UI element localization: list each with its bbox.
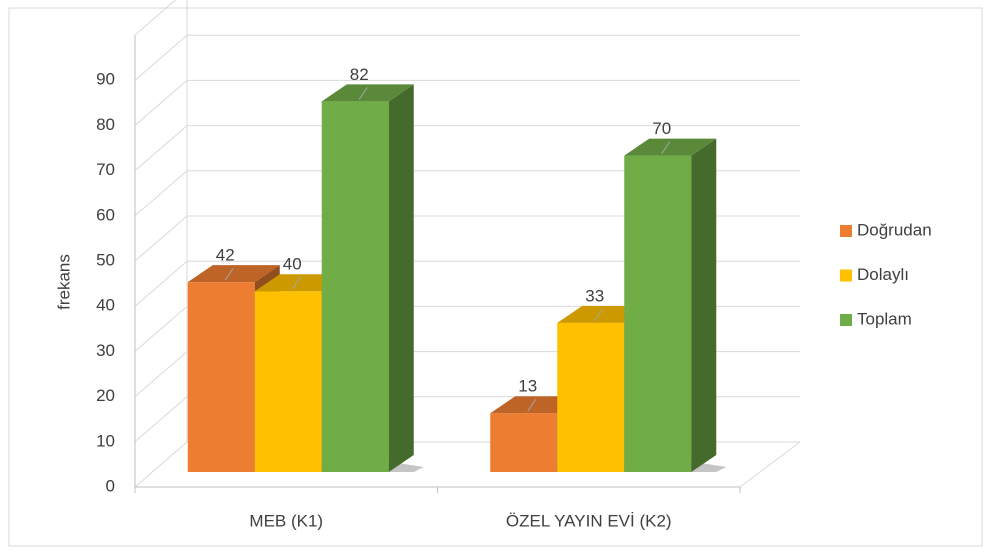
y-tick-label: 90 <box>96 70 115 89</box>
bar <box>321 84 424 473</box>
bar-front <box>321 101 389 473</box>
y-tick-label: 70 <box>96 160 115 179</box>
y-tick-label: 60 <box>96 205 115 224</box>
bar-top <box>187 265 280 283</box>
y-tick-label: 20 <box>96 386 115 405</box>
bar-front <box>187 282 255 472</box>
bar-front <box>557 322 625 472</box>
bar-front <box>490 413 558 472</box>
y-axis-title: frekans <box>54 254 73 310</box>
label-leader <box>661 141 671 154</box>
data-label: 42 <box>216 246 235 265</box>
data-label: 82 <box>350 65 369 84</box>
grid-line <box>134 125 188 171</box>
label-leader <box>291 276 301 290</box>
grid-line <box>134 441 188 488</box>
x-tick-label: MEB (K1) <box>249 511 323 530</box>
grid-line <box>134 34 188 81</box>
data-label: 33 <box>585 286 604 305</box>
bar-front <box>624 155 692 472</box>
y-tick-label: 30 <box>96 341 115 360</box>
legend-swatch <box>840 314 852 326</box>
label-leader <box>224 267 234 281</box>
label-leader <box>594 308 604 322</box>
grid-line <box>134 306 188 352</box>
legend-label: Toplam <box>857 309 912 328</box>
label-leader <box>358 87 368 100</box>
bar-top <box>321 84 414 102</box>
legend-swatch <box>840 225 852 237</box>
bar-front <box>254 291 322 472</box>
y-tick-label: 0 <box>106 476 115 495</box>
grid-line <box>134 260 188 307</box>
data-label: 13 <box>518 377 537 396</box>
grid-line <box>134 170 188 217</box>
floor-edge <box>739 441 801 488</box>
bar-side <box>691 138 717 472</box>
bar-top <box>624 138 717 156</box>
bar <box>624 138 727 472</box>
x-tick-label: ÖZEL YAYIN EVİ (K2) <box>506 511 672 530</box>
y-tick-label: 40 <box>96 296 115 315</box>
bar-side <box>388 84 414 473</box>
y-tick-label: 50 <box>96 250 115 269</box>
y-tick-label: 80 <box>96 115 115 134</box>
grid-line <box>134 396 188 443</box>
legend-label: Dolaylı <box>857 265 909 284</box>
legend-label: Doğrudan <box>857 220 932 239</box>
grid-line <box>134 215 188 262</box>
grid-line <box>134 80 188 126</box>
y-tick-label: 10 <box>96 431 115 450</box>
wall-edge <box>134 0 177 36</box>
label-leader <box>527 398 537 412</box>
grid-line <box>134 351 188 397</box>
legend-swatch <box>840 269 852 282</box>
data-label: 40 <box>283 255 302 274</box>
data-label: 70 <box>652 119 671 138</box>
